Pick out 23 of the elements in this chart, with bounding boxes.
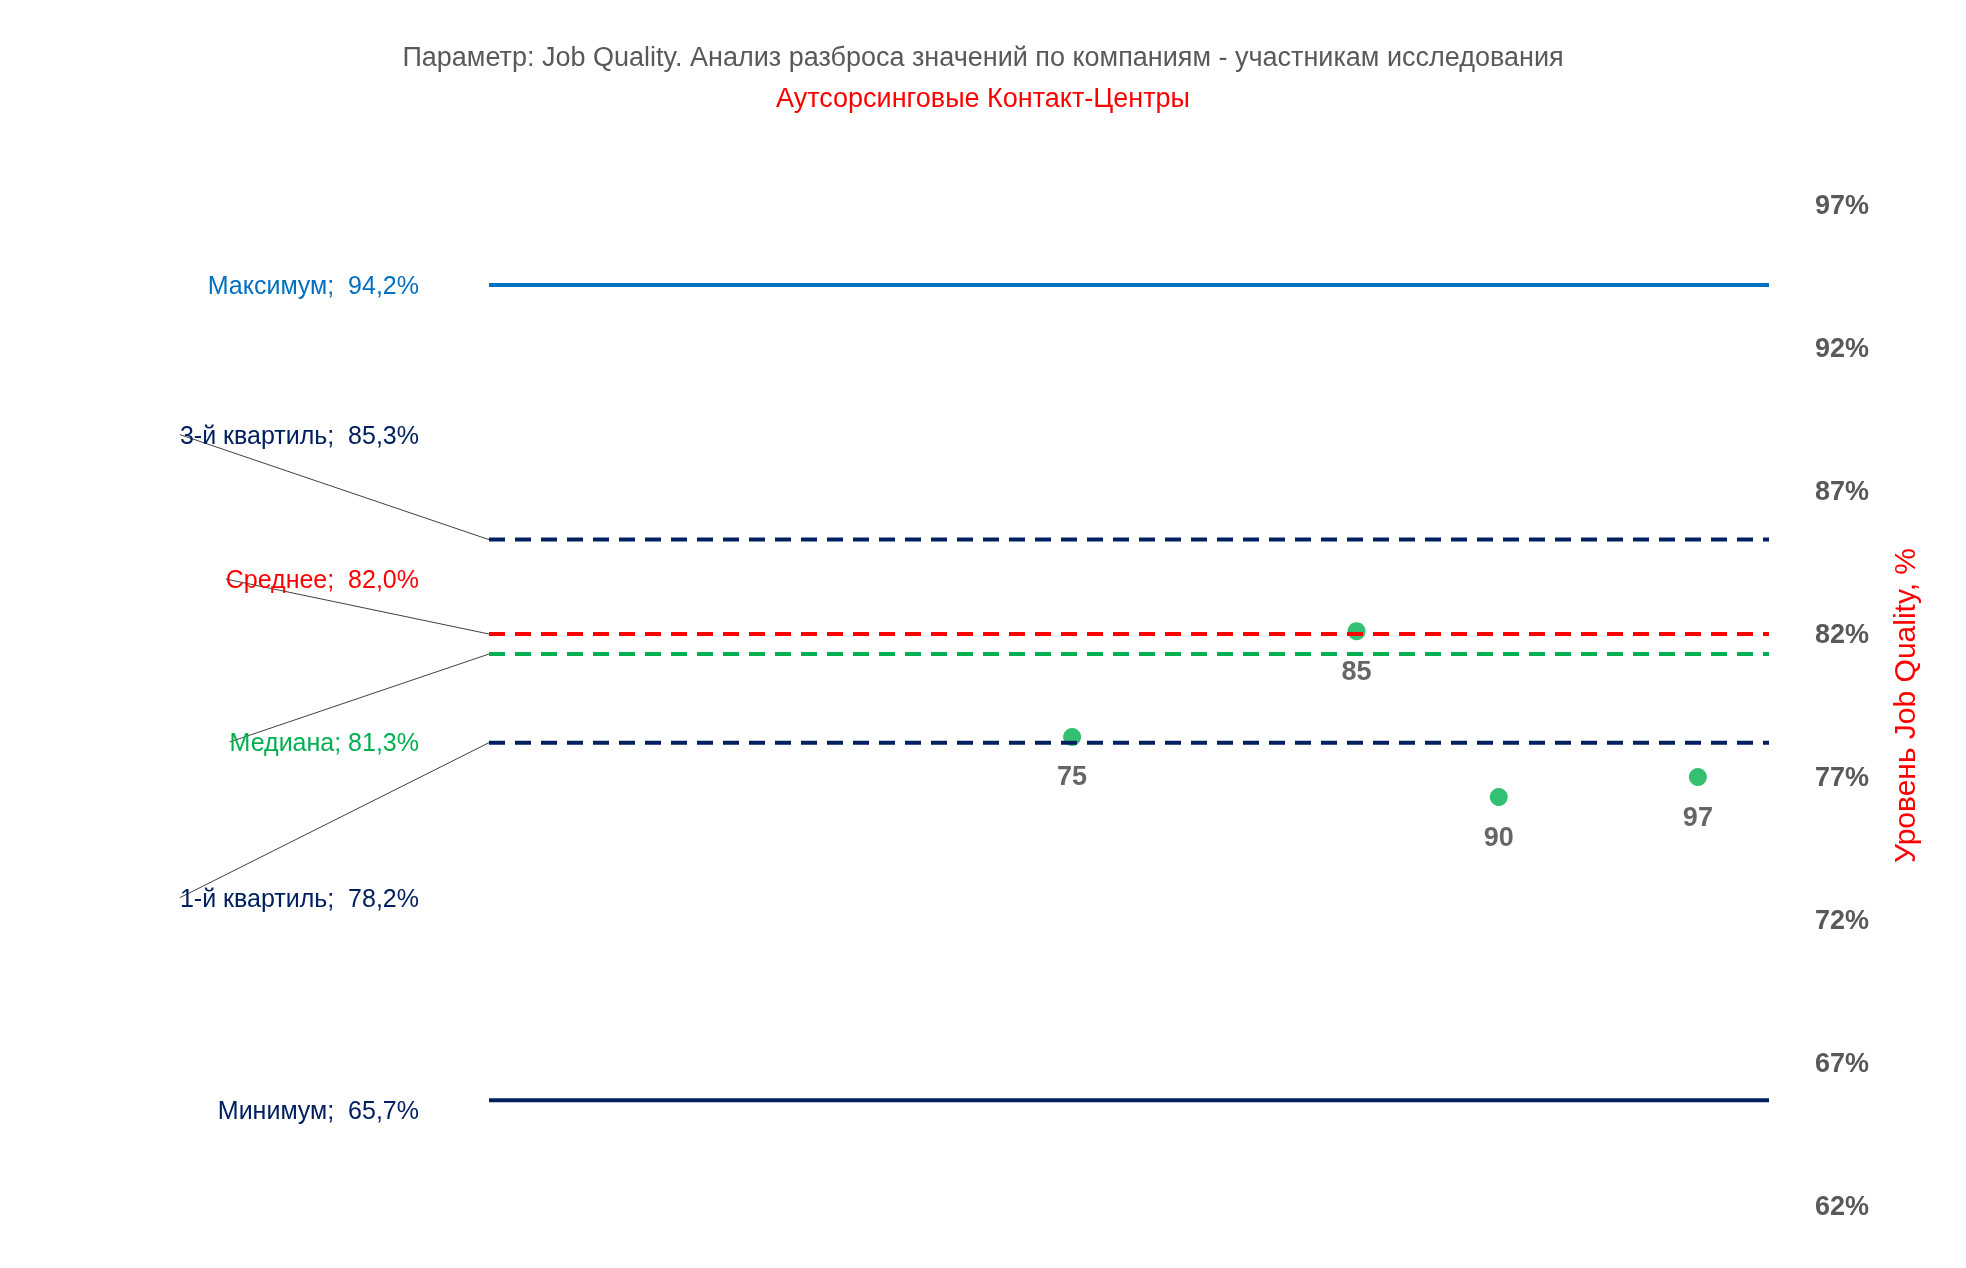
annotation: 75 — [1057, 761, 1088, 792]
ref-line-label: Минимум; 65,7% — [217, 1096, 419, 1125]
ref-line-label: Максимум; 94,2% — [207, 271, 419, 300]
y-axis-title: Уровень Job Quality, % — [1887, 547, 1921, 864]
chart-title: Параметр: Job Quality. Анализ разброса значений по компаниям - участникам исследования — [402, 41, 1564, 72]
y-tick-label: 67% — [1815, 1048, 1870, 1078]
chart-subtitle: Аутсорсинговые Контакт-Центры — [775, 82, 1191, 113]
annotation: 90 — [1483, 821, 1514, 852]
annotation: 97 — [1682, 801, 1713, 832]
annotation: 85 — [1341, 655, 1372, 686]
y-tick-label: 97% — [1815, 190, 1870, 220]
y-tick-label: 77% — [1815, 762, 1870, 792]
y-tick-label: 72% — [1815, 905, 1870, 935]
ref-line-label: Медиана; 81,3% — [229, 728, 419, 757]
ref-line-label: 1-й квартиль; 78,2% — [179, 883, 419, 912]
y-tick-label: 92% — [1815, 333, 1870, 363]
y-tick-label: 62% — [1815, 1191, 1870, 1221]
ref-line-label: 3-й квартиль; 85,3% — [179, 420, 419, 449]
ref-line-label: Среднее; 82,0% — [225, 565, 419, 593]
y-tick-label: 82% — [1815, 619, 1870, 649]
point — [1489, 788, 1508, 807]
point — [1688, 768, 1707, 786]
y-tick-label: 87% — [1815, 476, 1870, 506]
